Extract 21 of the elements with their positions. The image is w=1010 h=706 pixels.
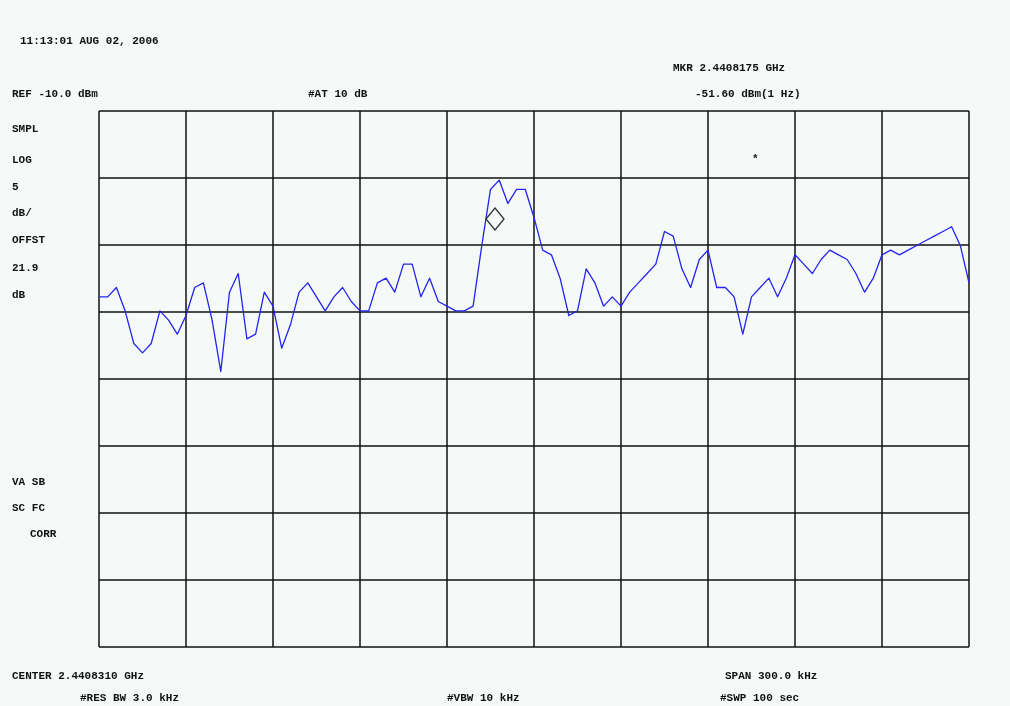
- text: LOG: [12, 154, 32, 167]
- text: dB/: [12, 207, 32, 220]
- text: CORR: [30, 528, 57, 541]
- text: VA SB: [12, 476, 46, 489]
- text: REF -10.0 dBm: [12, 88, 98, 101]
- text: SC FC: [12, 502, 46, 515]
- text: #AT 10 dB: [308, 88, 368, 101]
- text: -51.60 dBm(1 Hz): [695, 88, 801, 101]
- text: SMPL: [12, 123, 39, 136]
- text: #SWP 100 sec: [720, 692, 800, 705]
- text: 21.9: [12, 262, 39, 275]
- text: OFFST: [12, 234, 46, 247]
- text: dB: [12, 289, 26, 302]
- text: 11:13:01 AUG 02, 2006: [20, 35, 159, 48]
- text: CENTER 2.4408310 GHz: [12, 670, 145, 683]
- text: 5: [12, 181, 19, 194]
- text: SPAN 300.0 kHz: [725, 670, 818, 683]
- text: MKR 2.4408175 GHz: [673, 62, 786, 75]
- text: #RES BW 3.0 kHz: [80, 692, 180, 705]
- text: #VBW 10 kHz: [447, 692, 520, 705]
- text: *: [752, 153, 759, 166]
